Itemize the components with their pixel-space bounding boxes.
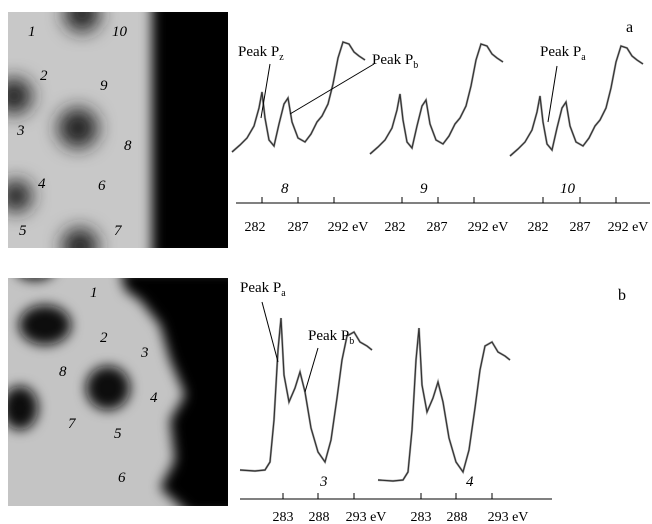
text: Peak P (372, 52, 413, 68)
spectrum-label: 4 (466, 474, 474, 490)
spectrum-label: 10 (560, 181, 576, 197)
tick-label: 293 eV (346, 510, 387, 524)
image-label: 2 (40, 68, 48, 84)
image-label: 8 (59, 364, 67, 380)
text: b (413, 60, 418, 71)
peak-label: Peak Pb (308, 328, 354, 347)
spectra-a (230, 40, 650, 204)
text: b (349, 336, 354, 347)
tick-label: 282 (245, 220, 266, 235)
image-label: 1 (28, 24, 36, 40)
tick-label: 292 eV (328, 220, 369, 235)
image-label: 2 (100, 330, 108, 346)
image-label: 6 (98, 178, 106, 194)
panel-letter: a (626, 19, 633, 36)
image-label: 7 (68, 416, 77, 432)
image-label: 3 (16, 123, 25, 139)
micrograph-b (8, 278, 228, 506)
tick-label: 292 eV (608, 220, 649, 235)
micrograph-a (8, 12, 228, 248)
peak-label: Peak Pa (240, 280, 286, 299)
tick-label: 292 eV (468, 220, 509, 235)
peak-label: Peak Pa (540, 44, 586, 63)
tick-label: 287 (427, 220, 448, 235)
image-label: 6 (118, 470, 126, 486)
text: a (581, 52, 586, 63)
tick-label: 287 (288, 220, 309, 235)
image-label: 5 (19, 223, 27, 239)
spectrum-label: 3 (319, 474, 328, 490)
image-label: 3 (140, 345, 149, 361)
tick-label: 293 eV (488, 510, 529, 524)
image-label: 4 (150, 390, 158, 406)
text: Peak P (238, 44, 279, 60)
tick-label: 288 (447, 510, 468, 524)
tick-label: 283 (411, 510, 432, 524)
peak-label: Peak Pb (372, 52, 418, 71)
image-label: 1 (90, 285, 98, 301)
image-label: 5 (114, 426, 122, 442)
tick-label: 283 (273, 510, 294, 524)
text: z (279, 52, 284, 63)
tick-label: 282 (528, 220, 549, 235)
image-label: 9 (100, 78, 108, 94)
image-label: 8 (124, 138, 132, 154)
tick-label: 288 (309, 510, 330, 524)
text: Peak P (308, 328, 349, 344)
image-label: 4 (38, 176, 46, 192)
text: Peak P (240, 280, 281, 296)
image-label: 10 (112, 24, 128, 40)
panel-letter: b (618, 287, 626, 304)
tick-label: 287 (570, 220, 591, 235)
text: Peak P (540, 44, 581, 60)
spectrum-label: 8 (281, 181, 289, 197)
peak-label: Peak Pz (238, 44, 284, 63)
image-label: 7 (114, 223, 123, 239)
spectra-b (238, 301, 552, 500)
text: a (281, 288, 286, 299)
spectrum-label: 9 (420, 181, 428, 197)
tick-label: 282 (385, 220, 406, 235)
